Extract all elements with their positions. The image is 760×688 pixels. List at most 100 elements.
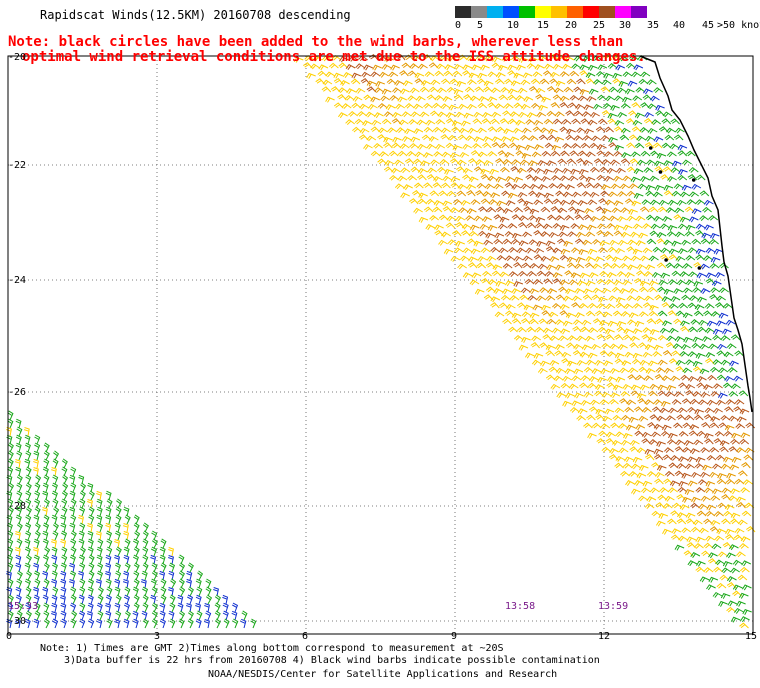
wind-barb [661, 400, 671, 407]
wind-barb [667, 310, 677, 317]
wind-barb [435, 143, 446, 150]
wind-barb [124, 562, 131, 573]
wind-barb [547, 134, 558, 141]
wind-barb [708, 343, 719, 350]
wind-barb [115, 546, 122, 557]
wind-barb [439, 158, 450, 165]
wind-barb [534, 247, 545, 254]
legend-label: 5 [477, 20, 484, 31]
wind-barb [589, 406, 599, 413]
footer-note-line1: Note: 1) Times are GMT 2)Times along bot… [40, 643, 504, 654]
wind-barb [668, 279, 678, 285]
wind-barb [560, 248, 571, 255]
wind-barb [621, 255, 632, 262]
wind-barb [60, 562, 67, 573]
wind-barb [675, 310, 686, 317]
wind-barb [177, 602, 184, 613]
wind-barb [606, 272, 617, 278]
wind-barb [474, 288, 485, 295]
wind-barb [567, 360, 577, 367]
wind-barb [610, 104, 620, 111]
wind-barb [587, 432, 597, 439]
wind-barb [383, 136, 393, 143]
wind-barb [123, 570, 130, 581]
wind-barb [381, 63, 392, 70]
wind-barb [303, 62, 313, 69]
wind-barb [177, 594, 184, 605]
wind-barb [632, 119, 643, 126]
wind-barb [605, 303, 616, 310]
wind-barb [559, 126, 570, 133]
wind-barb [642, 327, 653, 333]
wind-barb [223, 618, 230, 629]
wind-barb [14, 547, 21, 557]
wind-barb [25, 554, 32, 565]
wind-barb [544, 63, 554, 70]
wind-barb [714, 272, 725, 278]
wind-barb [133, 546, 140, 557]
wind-barb [645, 184, 656, 191]
wind-barb [719, 287, 729, 294]
wind-barb [569, 407, 580, 413]
wind-barb [718, 367, 729, 374]
wind-barb [70, 594, 77, 605]
wind-barb [317, 70, 328, 77]
wind-barb [736, 502, 746, 509]
wind-barb [579, 70, 589, 77]
legend-swatch [567, 6, 583, 18]
wind-barb [581, 190, 592, 197]
wind-barb [69, 554, 76, 565]
wind-barb [442, 96, 453, 102]
wind-barb [677, 150, 688, 157]
wind-barb [555, 80, 566, 87]
wind-barb [486, 206, 497, 213]
wind-barb [719, 440, 730, 447]
wind-barb [457, 263, 467, 270]
wind-barb [695, 536, 706, 543]
wind-barb [440, 103, 451, 110]
wind-barb [25, 474, 32, 485]
wind-barb [561, 63, 572, 70]
wind-barb [586, 414, 596, 421]
wind-barb [494, 311, 505, 318]
wind-barb [571, 63, 582, 70]
wind-barb [25, 602, 32, 613]
wind-barb [115, 506, 122, 517]
wind-barb [559, 95, 570, 102]
wind-barb [726, 343, 737, 350]
wind-barb [676, 493, 686, 501]
wind-barb [456, 166, 466, 173]
wind-barb [388, 71, 399, 78]
wind-barb [736, 551, 746, 558]
wind-barb [690, 398, 700, 405]
wind-barb [518, 270, 528, 277]
wind-barb [178, 618, 185, 629]
wind-barb [502, 158, 513, 165]
wind-barb [662, 454, 673, 461]
wind-barb [538, 104, 548, 111]
wind-barb [8, 506, 14, 517]
wind-barb [546, 264, 557, 271]
wind-barb [643, 88, 653, 95]
wind-barb [511, 288, 522, 295]
wind-barb [658, 199, 669, 206]
wind-barb [595, 414, 605, 421]
wind-barb [681, 184, 692, 191]
wind-barb [628, 367, 639, 374]
wind-barb [590, 215, 601, 222]
wind-barb [602, 262, 613, 269]
wind-barb [626, 166, 637, 173]
wind-barb [646, 471, 657, 477]
wind-barb [637, 183, 648, 190]
contamination-marker [697, 266, 702, 270]
wind-barb [88, 562, 95, 573]
wind-barb [520, 134, 530, 141]
wind-barb [402, 80, 413, 87]
wind-barb [577, 200, 588, 206]
wind-barb [366, 135, 377, 142]
wind-barb [682, 287, 693, 294]
wind-barb [34, 434, 41, 445]
wind-barb [678, 480, 688, 487]
wind-barb [670, 455, 681, 461]
wind-barb [643, 375, 654, 382]
